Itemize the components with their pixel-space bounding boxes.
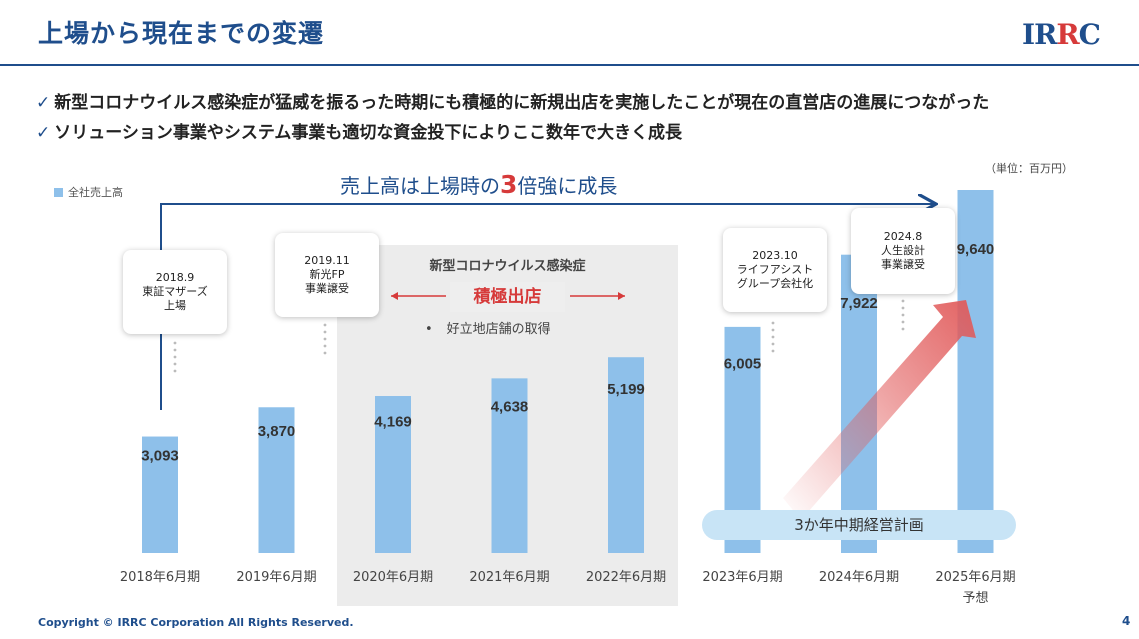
bar-4 xyxy=(608,357,644,553)
callout-shinko-fp: 2019.11 新光FP 事業譲受 xyxy=(275,233,379,317)
legend-label: 全社売上高 xyxy=(68,186,123,199)
x-tick-label-3: 2021年6月期 xyxy=(469,570,549,585)
bar-1 xyxy=(258,407,295,553)
bar-7 xyxy=(957,190,994,553)
chart-legend: 全社売上高 xyxy=(54,184,123,200)
callout-text: 人生設計 xyxy=(881,244,925,257)
callout-date: 2024.8 xyxy=(883,230,923,243)
check-icon: ✓ xyxy=(36,123,51,143)
bullet-text-2: ソリューション事業やシステム事業も適切な資金投下によりここ数年で大きく成長 xyxy=(54,123,683,143)
bar-3 xyxy=(491,378,528,553)
value-label-layer: 3,093 3,870 4,169 4,638 5,199 6,005 7,922 9,640 xyxy=(141,241,994,465)
right-arrow-head xyxy=(618,292,625,300)
callout-text: 事業譲受 xyxy=(305,282,349,295)
headline-post: 倍強に成長 xyxy=(517,174,618,198)
callout-text: グループ会社化 xyxy=(736,277,814,290)
page-title: 上場から現在までの変遷 xyxy=(38,19,325,48)
x-tick-label-6: 2024年6月期 xyxy=(819,570,899,585)
value-label-1: 3,870 xyxy=(258,423,296,440)
legend-swatch xyxy=(54,187,63,197)
callout-text: ライフアシスト xyxy=(736,263,814,276)
callout-date: 2018.9 xyxy=(155,271,195,284)
value-label-7: 9,640 xyxy=(957,241,995,258)
covid-arrows xyxy=(391,292,625,300)
covid-period-label: 積極出店 xyxy=(450,282,565,312)
logo-text-2: C xyxy=(1078,18,1101,51)
x-tick-label-2: 2020年6月期 xyxy=(353,570,433,585)
headline-pre: 売上高は上場時の xyxy=(340,174,500,198)
bullet-dot-icon: • xyxy=(425,322,433,337)
value-label-4: 5,199 xyxy=(607,381,645,398)
callout-date: 2023.10 xyxy=(752,249,798,262)
header-divider xyxy=(0,64,1139,66)
callout-jinsei-sekkei: 2024.8 人生設計 事業譲受 xyxy=(851,208,955,294)
covid-period-bullet: • 好立地店舗の取得 xyxy=(425,318,551,337)
mid-term-plan-label: 3か年中期経営計画 xyxy=(702,510,1016,540)
callout-dots xyxy=(173,299,905,373)
value-label-0: 3,093 xyxy=(141,447,179,464)
unit-label: （単位：百万円） xyxy=(985,162,1073,175)
check-icon: ✓ xyxy=(36,93,51,113)
callout-text: 新光FP xyxy=(309,268,345,281)
bar-2 xyxy=(375,396,411,553)
growth-arrow xyxy=(783,300,976,520)
callout-date: 2019.11 xyxy=(304,254,350,267)
covid-bullet-text: 好立地店舗の取得 xyxy=(446,322,551,337)
callout-listing: 2018.9 東証マザーズ 上場 xyxy=(123,250,227,334)
headline: 売上高は上場時の3倍強に成長 xyxy=(340,170,617,199)
value-label-5: 6,005 xyxy=(724,356,762,373)
value-label-6: 7,922 xyxy=(840,295,878,312)
x-tick-layer: 2018年6月期 2019年6月期 2020年6月期 2021年6月期 2022年6月期… xyxy=(120,570,1016,606)
callout-text: 上場 xyxy=(164,299,186,312)
summary-bullet-2: ✓ ソリューション事業やシステム事業も適切な資金投下によりここ数年で大きく成長 xyxy=(36,118,682,143)
growth-connector-line xyxy=(160,204,934,410)
x-tick-label-4: 2022年6月期 xyxy=(586,570,666,585)
callout-text: 事業譲受 xyxy=(881,258,925,271)
value-label-2: 4,169 xyxy=(374,413,412,430)
bar-0 xyxy=(142,436,178,553)
x-tick-label-1: 2019年6月期 xyxy=(236,570,316,585)
x-tick-note-7: 予想 xyxy=(962,590,988,606)
page-number: 4 xyxy=(1122,614,1131,628)
callout-life-assist: 2023.10 ライフアシスト グループ会社化 xyxy=(723,228,827,312)
bullet-text-1: 新型コロナウイルス感染症が猛威を振るった時期にも積極的に新規出店を実施したことが… xyxy=(54,93,990,113)
summary-bullet-1: ✓ 新型コロナウイルス感染症が猛威を振るった時期にも積極的に新規出店を実施したこと… xyxy=(36,88,989,113)
x-tick-label-7: 2025年6月期 xyxy=(935,570,1015,585)
company-logo: IRRC xyxy=(1022,18,1101,51)
logo-text-accent: R xyxy=(1056,18,1079,51)
copyright-text: Copyright © IRRC Corporation All Rights … xyxy=(38,616,354,629)
callout-text: 東証マザーズ xyxy=(142,285,208,298)
left-arrow-head xyxy=(391,292,398,300)
x-tick-label-0: 2018年6月期 xyxy=(120,570,200,585)
headline-number: 3 xyxy=(500,170,518,199)
value-label-3: 4,638 xyxy=(491,399,529,416)
logo-text-1: IR xyxy=(1022,18,1057,51)
covid-period-title: 新型コロナウイルス感染症 xyxy=(429,259,586,274)
x-tick-label-5: 2023年6月期 xyxy=(702,570,782,585)
bar-layer xyxy=(142,190,994,553)
